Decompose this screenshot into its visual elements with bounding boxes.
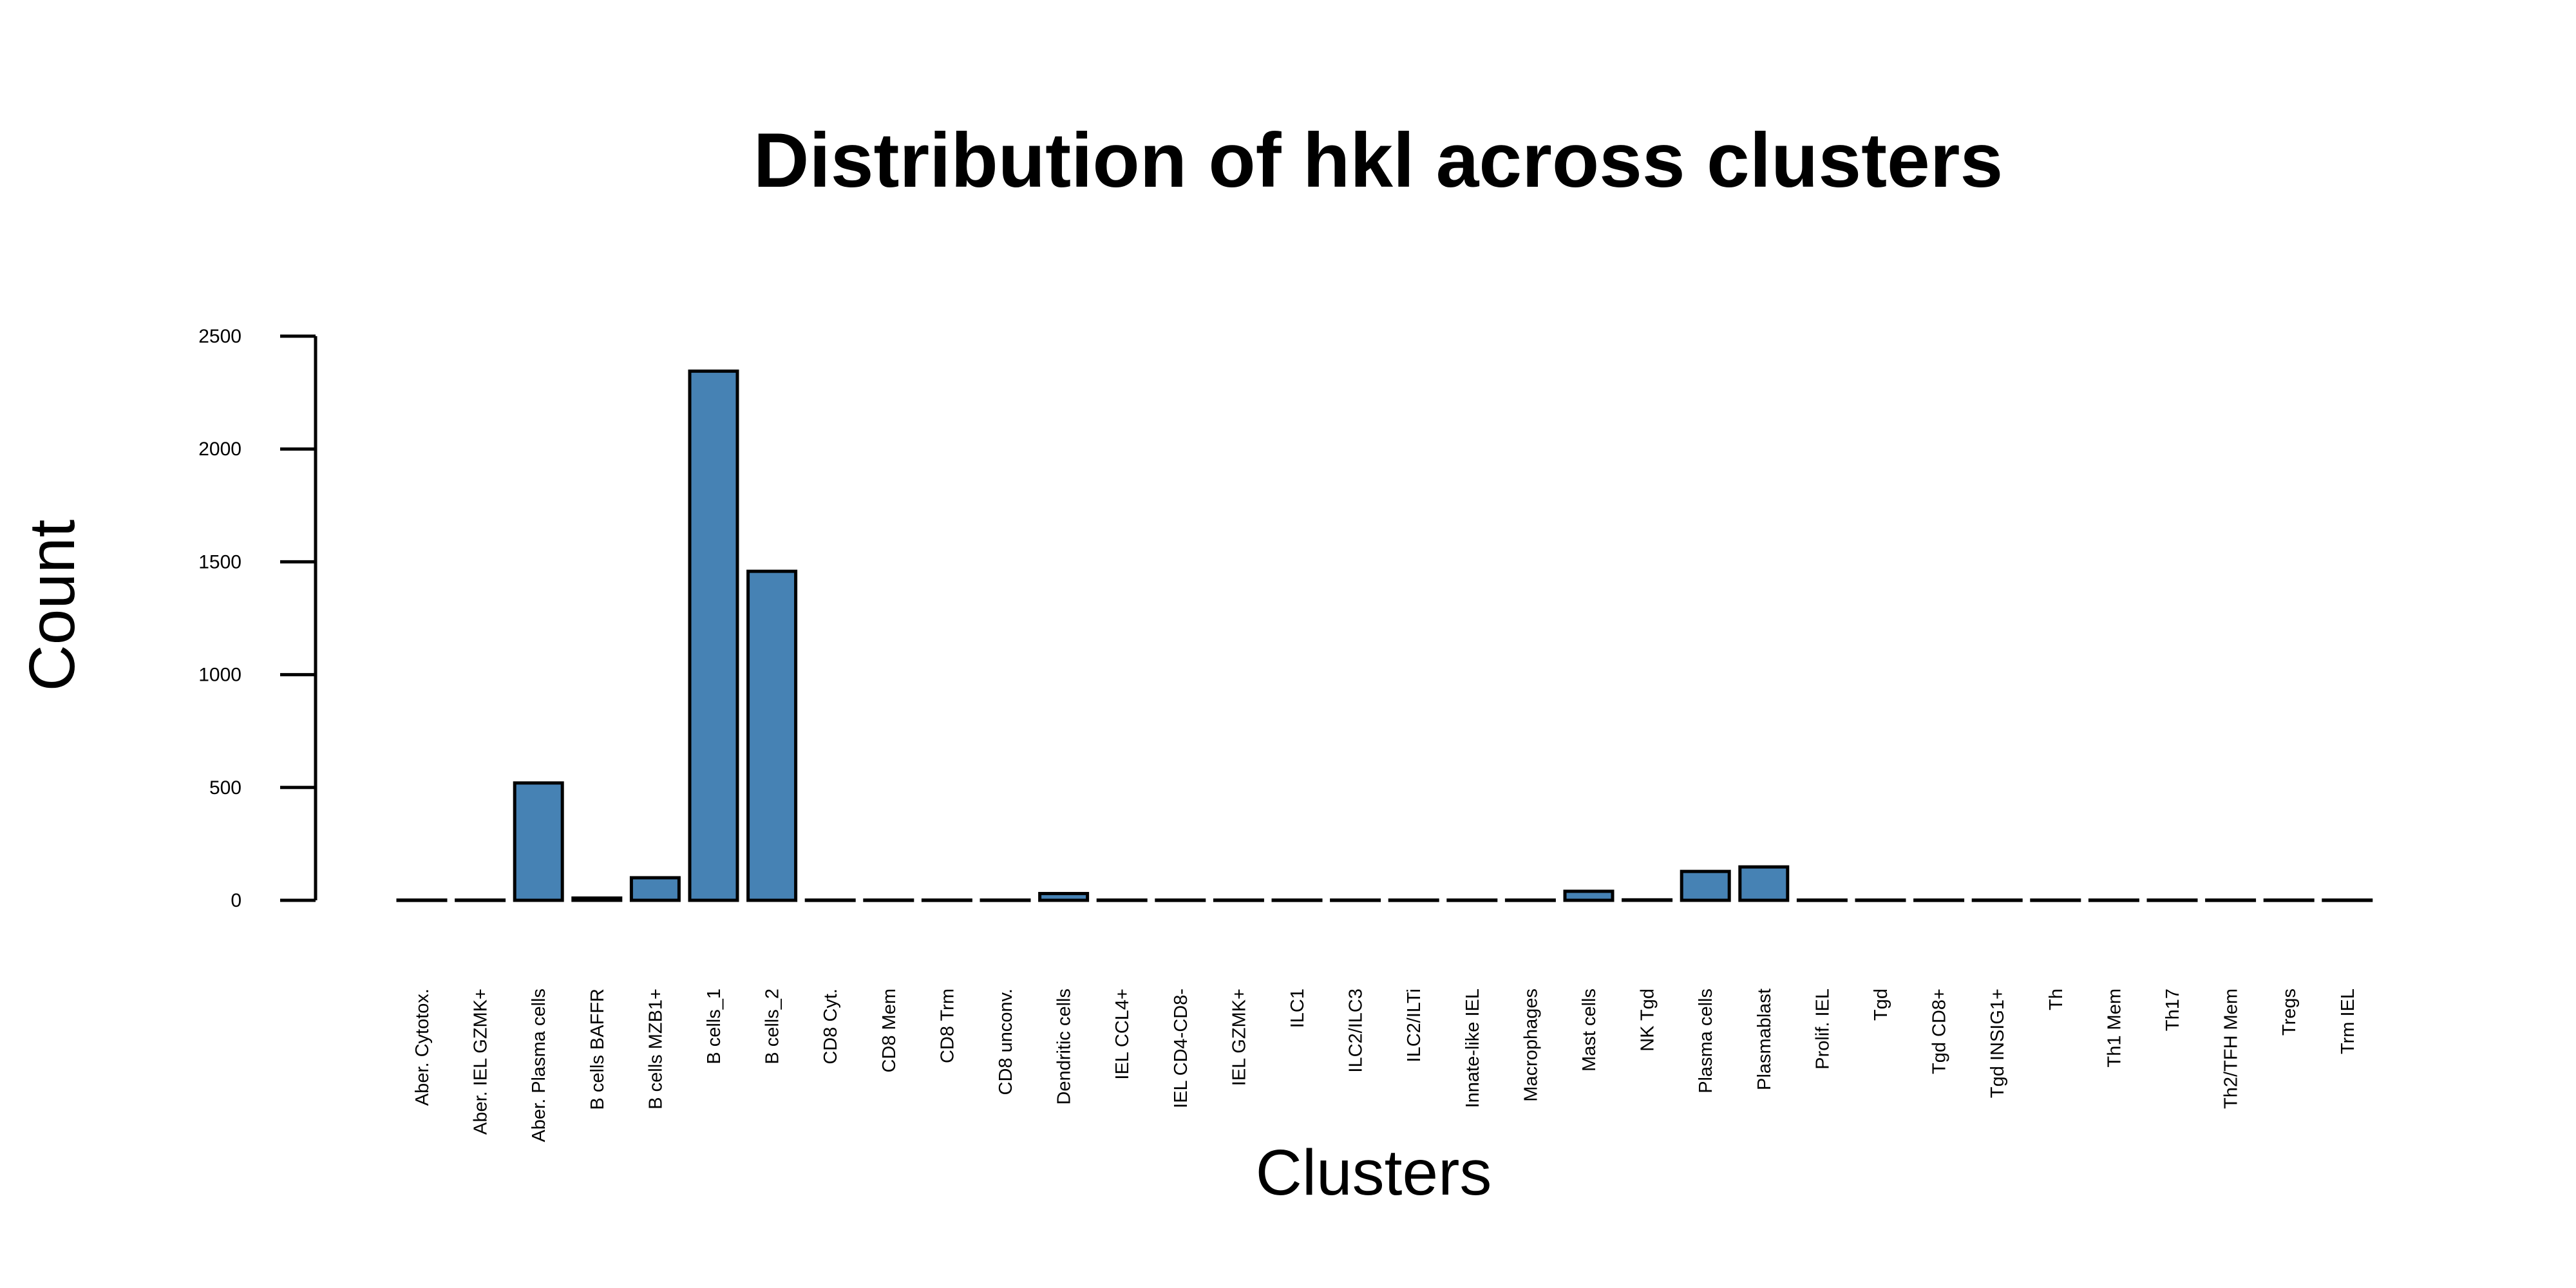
bar-11 xyxy=(1038,891,1090,902)
bar-2 xyxy=(513,781,564,902)
y-axis: 0 500 1000 1500 2000 2500 xyxy=(198,326,317,911)
x-tick-label-1: Aber. IEL GZMK+ xyxy=(471,989,491,1135)
y-tick-label-5: 2500 xyxy=(198,326,242,347)
x-tick-label-16: ILC2/ILC3 xyxy=(1346,989,1367,1073)
x-tick-label-10: CD8 unconv. xyxy=(996,989,1016,1095)
bars xyxy=(396,369,2373,902)
bar-5 xyxy=(688,369,739,902)
x-tick-label-8: CD8 Mem xyxy=(879,989,900,1073)
bar-22 xyxy=(1680,869,1731,902)
x-tick-label-20: Mast cells xyxy=(1579,989,1600,1072)
x-tick-label-3: B cells BAFFR xyxy=(587,989,608,1110)
x-tick-label-30: Th17 xyxy=(2163,989,2183,1031)
x-tick-label-13: IEL CD4-CD8- xyxy=(1171,989,1191,1108)
chart-title: Distribution of hkl across clusters xyxy=(753,117,2003,204)
x-tick-label-26: Tgd CD8+ xyxy=(1929,989,1950,1074)
y-tick-label-0: 0 xyxy=(231,890,242,911)
x-tick-label-18: Innate-like IEL xyxy=(1463,989,1483,1108)
bar-19 xyxy=(1504,898,1556,902)
bar-3 xyxy=(571,896,623,902)
bar-12 xyxy=(1096,898,1148,902)
x-tick-label-31: Th2/TFH Mem xyxy=(2221,989,2242,1109)
bar-20 xyxy=(1563,889,1615,902)
x-tick-label-2: Aber. Plasma cells xyxy=(529,989,549,1142)
bar-24 xyxy=(1796,898,1848,902)
x-tick-label-25: Tgd xyxy=(1871,989,1891,1021)
x-tick-label-19: Macrophages xyxy=(1520,989,1541,1102)
x-tick-label-23: Plasmablast xyxy=(1754,989,1775,1090)
x-tick-label-17: ILC2/ILTi xyxy=(1404,989,1425,1062)
bar-18 xyxy=(1446,898,1498,902)
bar-30 xyxy=(2146,898,2198,902)
x-tick-label-4: B cells MZB1+ xyxy=(645,989,666,1110)
bar-23 xyxy=(1738,865,1790,902)
y-tick-label-2: 1000 xyxy=(198,665,242,686)
x-tick-label-27: Tgd INSIG1+ xyxy=(1987,989,2008,1098)
bar-25 xyxy=(1855,898,1906,902)
x-tick-label-33: Trm IEL xyxy=(2338,989,2358,1054)
y-axis-label: Count xyxy=(16,519,88,691)
bar-26 xyxy=(1913,898,1965,902)
bar-27 xyxy=(1971,898,2023,902)
x-tick-label-0: Aber. Cytotox. xyxy=(412,989,433,1106)
x-tick-label-29: Th1 Mem xyxy=(2104,989,2125,1067)
bar-33 xyxy=(2322,898,2373,902)
x-tick-label-6: B cells_2 xyxy=(762,989,783,1065)
bar-4 xyxy=(629,876,681,902)
x-tick-label-28: Th xyxy=(2046,989,2067,1010)
x-tick-label-11: Dendritic cells xyxy=(1054,989,1075,1105)
bar-6 xyxy=(746,569,798,902)
y-tick-label-4: 2000 xyxy=(198,439,242,460)
bar-31 xyxy=(2205,898,2257,902)
y-tick-label-1: 500 xyxy=(209,777,242,799)
x-tick-label-24: Prolif. IEL xyxy=(1812,989,1833,1070)
x-tick-label-22: Plasma cells xyxy=(1696,989,1716,1094)
bar-28 xyxy=(2030,898,2081,902)
x-tick-label-7: CD8 Cyt. xyxy=(820,989,841,1065)
bar-13 xyxy=(1155,898,1206,902)
bar-14 xyxy=(1213,898,1264,902)
bar-9 xyxy=(921,898,972,902)
x-tick-label-12: IEL CCL4+ xyxy=(1112,989,1133,1080)
y-tick-label-3: 1500 xyxy=(198,551,242,573)
bar-16 xyxy=(1330,898,1381,902)
x-tick-label-15: ILC1 xyxy=(1287,989,1308,1028)
bar-8 xyxy=(863,898,914,902)
bar-29 xyxy=(2088,898,2139,902)
bar-1 xyxy=(455,898,506,902)
bar-32 xyxy=(2263,898,2315,902)
bar-7 xyxy=(804,898,856,902)
bar-0 xyxy=(396,898,448,902)
x-tick-label-14: IEL GZMK+ xyxy=(1229,989,1249,1086)
x-tick-label-32: Tregs xyxy=(2279,989,2300,1036)
bar-15 xyxy=(1271,898,1323,902)
x-tick-label-21: NK Tgd xyxy=(1638,989,1658,1052)
bar-10 xyxy=(980,898,1031,902)
x-tick-labels: Aber. Cytotox. Aber. IEL GZMK+ Aber. Plasm… xyxy=(412,989,2358,1142)
bar-17 xyxy=(1388,898,1439,902)
x-tick-label-9: CD8 Trm xyxy=(937,989,958,1063)
x-tick-label-5: B cells_1 xyxy=(704,989,724,1065)
x-axis-label: Clusters xyxy=(1256,1137,1492,1209)
